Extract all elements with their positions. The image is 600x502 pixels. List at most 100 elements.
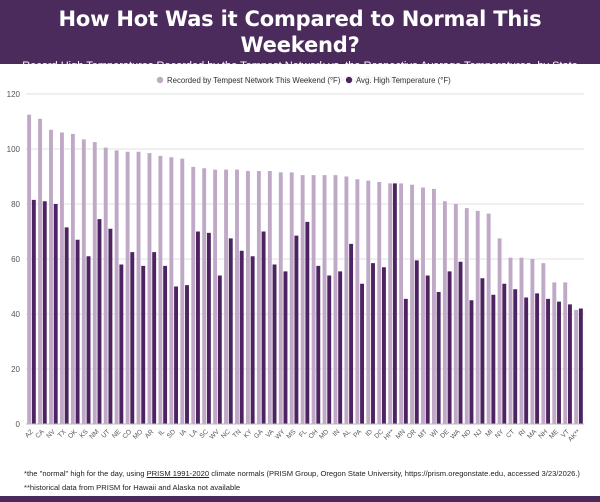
x-tick-label: NJ xyxy=(473,428,484,439)
x-tick-label: RI xyxy=(518,428,528,438)
bar-recorded-OK xyxy=(70,133,75,424)
bar-average-NE xyxy=(119,264,124,424)
x-tick-label: AZ xyxy=(24,428,35,439)
bar-average-WV xyxy=(217,275,222,424)
footnote-normals: *the "normal" high for the day, using PR… xyxy=(24,469,580,478)
bar-recorded-MO xyxy=(136,151,141,424)
bar-average-ND xyxy=(469,300,474,424)
bar-recorded-KS xyxy=(81,139,86,424)
bar-recorded-VT xyxy=(563,282,568,424)
bar-recorded-IA xyxy=(180,158,185,424)
bar-recorded-MI xyxy=(486,213,491,424)
x-tick-label: CA xyxy=(34,428,46,440)
bar-average-DC xyxy=(381,267,386,424)
bar-recorded-WI xyxy=(431,188,436,424)
bar-average-AR xyxy=(152,252,157,424)
bar-recorded-NY xyxy=(497,238,502,424)
x-tick-label: MA xyxy=(526,428,538,440)
bar-average-AK xyxy=(578,308,583,424)
legend-marker-average xyxy=(345,76,353,84)
x-tick-label: DC xyxy=(373,428,385,440)
bar-average-IA xyxy=(185,285,189,424)
bar-recorded-MN xyxy=(399,183,404,424)
x-tick-label: ME xyxy=(548,428,560,440)
bar-recorded-CA xyxy=(38,118,43,424)
x-tick-label: PA xyxy=(352,428,363,439)
x-tick-label: MD xyxy=(318,428,330,440)
x-tick-label: SD xyxy=(166,428,178,440)
footnotes: *the "normal" high for the day, using PR… xyxy=(0,456,600,502)
bar-recorded-WY xyxy=(278,172,283,424)
bar-recorded-VA xyxy=(267,171,272,424)
bar-average-KS xyxy=(86,256,91,424)
bar-average-LA xyxy=(195,231,200,424)
bar-recorded-ME xyxy=(552,282,557,424)
y-tick-label: 80 xyxy=(11,200,20,209)
bar-recorded-SC xyxy=(202,168,207,424)
x-tick-label: VT xyxy=(560,428,571,439)
bar-recorded-ID xyxy=(366,180,371,424)
bar-recorded-MS xyxy=(289,172,294,424)
x-tick-label: IN xyxy=(332,428,342,438)
bar-recorded-PA xyxy=(355,179,360,424)
x-tick-label: IL xyxy=(157,428,166,437)
bar-average-NY xyxy=(502,283,507,424)
bar-recorded-MA xyxy=(530,259,535,424)
prism-link[interactable]: PRISM 1991-2020 xyxy=(146,469,210,478)
bar-recorded-OH xyxy=(311,175,316,424)
x-tick-label: ID xyxy=(364,428,374,438)
bar-average-VA xyxy=(272,264,277,424)
bar-average-UT xyxy=(108,228,113,424)
bar-average-CO xyxy=(130,252,135,424)
bar-recorded-ND xyxy=(464,208,469,424)
x-tick-label: TX xyxy=(57,428,68,439)
footnote-normals-suffix: climate normals (PRISM Group, Oregon Sta… xyxy=(209,469,580,478)
x-tick-label: LA xyxy=(188,428,199,439)
legend-label-average: Avg. High Temperature (°F) xyxy=(356,76,451,85)
bar-recorded-DC xyxy=(377,182,382,424)
bar-recorded-AZ xyxy=(27,114,32,424)
x-tick-label: CT xyxy=(505,428,516,439)
x-tick-label: AK** xyxy=(567,428,582,443)
bar-recorded-TN xyxy=(235,169,239,424)
y-tick-label: 120 xyxy=(7,90,21,99)
bar-recorded-IL xyxy=(158,155,163,424)
bar-recorded-UT xyxy=(103,147,108,424)
page-title: How Hot Was it Compared to Normal This W… xyxy=(58,7,542,57)
x-tick-label: OR xyxy=(406,428,418,440)
x-tick-label: MT xyxy=(417,428,429,440)
x-tick-label: NC xyxy=(220,428,232,440)
bar-average-MI xyxy=(491,294,496,424)
bar-average-ID xyxy=(371,263,375,424)
x-tick-label: WA xyxy=(449,428,462,441)
header-banner: How Hot Was it Compared to Normal This W… xyxy=(0,0,600,84)
bar-average-ME xyxy=(557,301,561,424)
bar-recorded-SD xyxy=(169,157,174,424)
bar-recorded-LA xyxy=(191,166,196,424)
bar-average-IL xyxy=(163,265,168,424)
bar-average-NJ xyxy=(480,278,485,424)
x-tick-label: WI xyxy=(429,428,440,439)
bar-recorded-NV xyxy=(49,129,53,424)
bar-average-IN xyxy=(338,271,343,424)
bar-average-HI xyxy=(392,183,397,424)
bar-recorded-IN xyxy=(333,175,338,424)
bar-recorded-AR xyxy=(147,153,152,424)
bar-average-RI xyxy=(524,297,529,424)
bar-average-NM xyxy=(97,219,102,424)
x-tick-label: AR xyxy=(144,428,156,440)
x-tick-label: CO xyxy=(121,428,133,440)
bar-recorded-WV xyxy=(213,169,218,424)
bar-average-MS xyxy=(294,235,299,424)
bar-average-OK xyxy=(75,239,80,424)
bar-average-NH xyxy=(546,298,551,424)
bar-recorded-NC xyxy=(224,169,229,424)
bar-recorded-FL xyxy=(300,175,305,424)
x-tick-label: UT xyxy=(100,428,111,439)
bar-average-CT xyxy=(513,289,518,424)
legend: Recorded by Tempest Network This Weekend… xyxy=(156,76,451,85)
bar-average-VT xyxy=(567,304,572,424)
bar-average-GA xyxy=(261,231,266,424)
bar-average-OR xyxy=(414,260,419,424)
bar-average-OH xyxy=(316,265,321,424)
